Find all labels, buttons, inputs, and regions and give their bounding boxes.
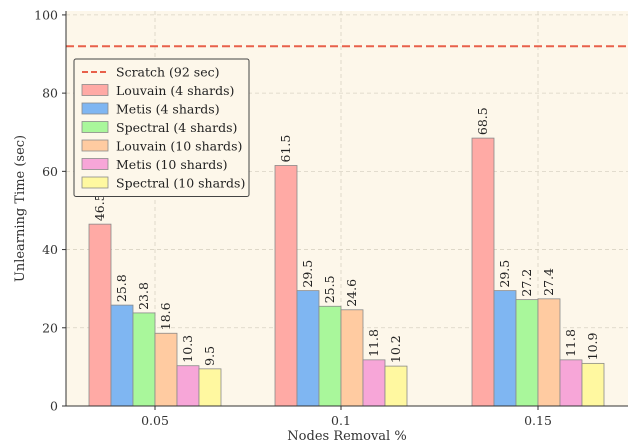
- bar: [88, 223, 112, 407]
- x-tick-label: 0.15: [524, 413, 552, 428]
- bar: [110, 304, 134, 407]
- legend-swatch: [81, 176, 109, 189]
- bar: [318, 305, 342, 407]
- legend-swatch: [81, 158, 109, 170]
- legend-entry: Metis (10 shards): [116, 157, 228, 172]
- legend-entry: Louvain (4 shards): [116, 83, 234, 98]
- y-tick-label: 80: [42, 86, 58, 101]
- bar: [581, 362, 605, 407]
- bar-value-label: 29.5: [497, 260, 512, 288]
- bar: [296, 290, 320, 407]
- bar: [340, 309, 364, 407]
- y-axis-title: Unlearning Time (sec): [13, 135, 28, 282]
- y-axis-ticks: 0 20 40 60 80 100: [34, 7, 66, 414]
- bar-value-label: 46.5: [92, 193, 107, 221]
- bar: [384, 365, 408, 407]
- axes: [65, 11, 628, 407]
- bar-value-label: 11.8: [366, 329, 381, 357]
- bar: [176, 365, 200, 407]
- legend-entry: Spectral (4 shards): [116, 120, 237, 135]
- x-axis-title: Nodes Removal %: [287, 429, 406, 444]
- bar-value-label: 27.2: [519, 269, 534, 297]
- bar: [493, 290, 517, 407]
- bar-value-label: 68.5: [475, 107, 490, 135]
- y-tick-label: 0: [50, 399, 58, 414]
- bar-value-label: 23.8: [136, 282, 151, 310]
- bar-value-label: 61.5: [278, 135, 293, 163]
- bar-value-label: 25.5: [322, 275, 337, 303]
- y-tick-label: 20: [42, 320, 58, 335]
- legend-box: [73, 58, 250, 197]
- bar-value-label: 25.8: [114, 274, 129, 302]
- bar-value-label: 10.9: [585, 332, 600, 360]
- legend-entry: Louvain (10 shards): [116, 139, 242, 154]
- legend-entry: Spectral (10 shards): [116, 176, 245, 191]
- legend-swatch: [81, 102, 109, 115]
- x-tick-label: 0.05: [141, 413, 169, 428]
- y-tick-label: 40: [42, 242, 58, 257]
- bar: [515, 299, 539, 407]
- bar-value-label: 27.4: [541, 268, 556, 296]
- legend-entry-scratch: Scratch (92 sec): [116, 65, 220, 80]
- data-labels: 46.5 25.8 23.8 18.6 10.3 9.5 61.5 29.5 25.5 24.6 1…: [92, 107, 600, 366]
- legend-swatch: [81, 84, 109, 96]
- legend: Scratch (92 sec) Louvain (4 shards) Metis …: [73, 58, 250, 197]
- legend-swatch: [81, 139, 109, 152]
- bar: [362, 359, 386, 407]
- bars: [88, 137, 605, 407]
- bar: [154, 332, 178, 407]
- x-axis-ticks: 0.05 0.1 0.15: [141, 406, 552, 428]
- y-tick-label: 100: [34, 7, 58, 22]
- bar-value-label: 10.3: [180, 335, 195, 363]
- bar: [537, 298, 561, 407]
- bar-value-label: 10.2: [388, 335, 403, 363]
- y-tick-label: 60: [42, 164, 58, 179]
- bar-value-label: 29.5: [300, 260, 315, 288]
- bar: [198, 368, 222, 407]
- bar: [132, 312, 156, 407]
- bar: [471, 137, 495, 407]
- bar-value-label: 11.8: [563, 329, 578, 357]
- legend-swatch: [81, 121, 109, 133]
- bar-value-label: 9.5: [202, 346, 217, 366]
- bar: [274, 165, 298, 407]
- legend-entry: Metis (4 shards): [116, 102, 220, 117]
- bar-value-label: 18.6: [158, 302, 173, 330]
- x-tick-label: 0.1: [331, 413, 351, 428]
- bar-value-label: 24.6: [344, 279, 359, 307]
- bar: [559, 359, 583, 407]
